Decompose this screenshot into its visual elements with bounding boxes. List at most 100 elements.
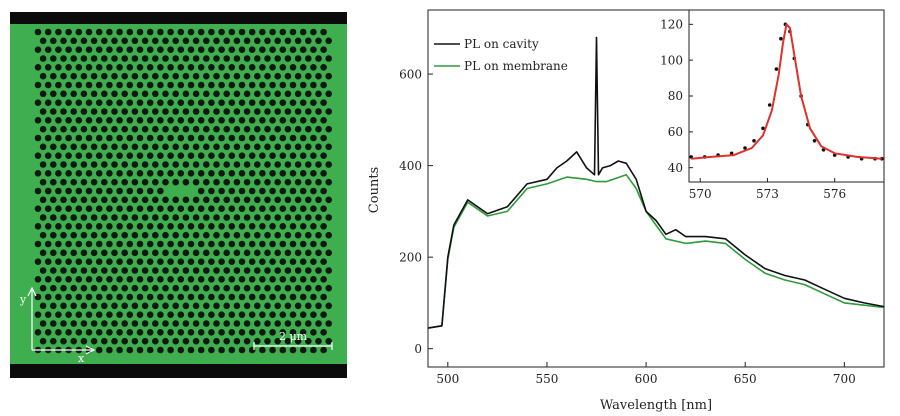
photonic-crystal-hole — [218, 64, 225, 71]
photonic-crystal-hole — [269, 346, 276, 354]
photonic-crystal-hole — [85, 99, 93, 106]
photonic-crystal-hole — [213, 55, 220, 62]
photonic-crystal-hole — [233, 231, 241, 239]
photonic-crystal-hole — [208, 311, 215, 319]
photonic-crystal-hole — [172, 178, 179, 186]
photonic-crystal-hole — [192, 196, 200, 204]
photonic-crystal-hole — [315, 267, 322, 274]
photonic-crystal-hole — [228, 293, 236, 301]
x-tick-label: 500 — [436, 372, 459, 386]
photonic-crystal-hole — [187, 240, 195, 248]
photonic-crystal-hole — [187, 134, 195, 142]
photonic-crystal-hole — [299, 293, 307, 301]
photonic-crystal-hole — [192, 267, 200, 274]
photonic-crystal-hole — [243, 178, 251, 186]
photonic-crystal-hole — [310, 81, 317, 89]
photonic-crystal-hole — [279, 134, 287, 142]
photonic-crystal-hole — [325, 320, 333, 327]
photonic-crystal-hole — [80, 249, 88, 257]
photonic-crystal-hole — [152, 267, 159, 274]
photonic-crystal-hole — [208, 293, 215, 301]
photonic-crystal-hole — [126, 170, 134, 177]
photonic-crystal-hole — [320, 46, 327, 53]
photonic-crystal-hole — [259, 152, 266, 159]
photonic-crystal-hole — [44, 152, 52, 159]
photonic-crystal-hole — [269, 276, 276, 283]
photonic-crystal-hole — [203, 143, 210, 151]
photonic-crystal-hole — [162, 337, 169, 345]
photonic-crystal-hole — [80, 284, 88, 292]
photonic-crystal-hole — [243, 320, 251, 327]
photonic-crystal-hole — [203, 72, 210, 80]
photonic-crystal-hole — [55, 311, 62, 319]
photonic-crystal-hole — [238, 329, 246, 336]
photonic-crystal-hole — [208, 205, 215, 212]
photonic-crystal-hole — [167, 46, 174, 53]
photonic-crystal-hole — [320, 258, 327, 265]
photonic-crystal-hole — [55, 152, 62, 159]
photonic-crystal-hole — [197, 240, 205, 248]
photonic-crystal-hole — [320, 223, 327, 230]
photonic-crystal-hole — [218, 258, 225, 265]
photonic-crystal-hole — [141, 267, 149, 274]
photonic-crystal-hole — [187, 205, 195, 212]
photonic-crystal-hole — [274, 143, 282, 151]
photonic-crystal-hole — [294, 161, 302, 168]
photonic-crystal-hole — [121, 178, 128, 186]
photonic-crystal-hole — [305, 108, 312, 115]
photonic-crystal-hole — [243, 214, 251, 221]
photonic-crystal-hole — [305, 231, 312, 239]
photonic-crystal-hole — [141, 284, 149, 292]
photonic-crystal-hole — [233, 90, 241, 98]
photonic-crystal-hole — [259, 276, 266, 283]
photonic-crystal-hole — [75, 329, 83, 336]
photonic-crystal-hole — [55, 117, 62, 124]
photonic-crystal-hole — [85, 117, 93, 124]
photonic-crystal-hole — [85, 187, 93, 195]
photonic-crystal-hole — [315, 72, 322, 80]
photonic-crystal-hole — [187, 170, 195, 177]
photonic-crystal-hole — [243, 90, 251, 98]
photonic-crystal-hole — [55, 329, 62, 336]
photonic-crystal-hole — [85, 311, 93, 319]
photonic-crystal-hole — [208, 134, 215, 142]
photonic-crystal-hole — [90, 143, 98, 151]
photonic-crystal-hole — [60, 196, 67, 204]
photonic-crystal-hole — [121, 231, 128, 239]
photonic-crystal-hole — [101, 178, 108, 186]
photonic-crystal-hole — [192, 125, 200, 133]
photonic-crystal-hole — [284, 143, 292, 151]
spectrum-chart: 500 550 600 650 700 0 200 400 600 Wavelength [n… — [367, 9, 885, 413]
photonic-crystal-hole — [320, 205, 327, 212]
photonic-crystal-hole — [192, 337, 200, 345]
photonic-crystal-hole — [172, 214, 179, 221]
photonic-crystal-hole — [116, 276, 123, 283]
photonic-crystal-hole — [95, 99, 103, 106]
photonic-crystal-hole — [320, 240, 327, 248]
photonic-crystal-hole — [121, 125, 128, 133]
photonic-crystal-hole — [299, 258, 307, 265]
photonic-crystal-hole — [223, 143, 230, 151]
photonic-crystal-hole — [325, 143, 333, 151]
photonic-crystal-hole — [50, 178, 57, 186]
photonic-crystal-hole — [85, 293, 93, 301]
photonic-crystal-hole — [213, 72, 220, 80]
photonic-crystal-hole — [60, 178, 67, 186]
photonic-crystal-hole — [177, 152, 185, 159]
photonic-crystal-hole — [208, 276, 215, 283]
photonic-crystal-hole — [299, 152, 307, 159]
photonic-crystal-hole — [121, 72, 128, 80]
photonic-crystal-hole — [310, 223, 317, 230]
photonic-crystal-hole — [152, 196, 159, 204]
y-tick-label: 100 — [660, 53, 683, 67]
photonic-crystal-hole — [177, 276, 185, 283]
photonic-crystal-hole — [299, 346, 307, 354]
photonic-crystal-hole — [50, 284, 57, 292]
photonic-crystal-hole — [197, 223, 205, 230]
photonic-crystal-hole — [90, 90, 98, 98]
photonic-crystal-hole — [126, 152, 134, 159]
photonic-crystal-hole — [162, 267, 169, 274]
photonic-crystal-hole — [55, 64, 62, 71]
photonic-crystal-hole — [182, 37, 190, 45]
photonic-crystal-hole — [90, 196, 98, 204]
